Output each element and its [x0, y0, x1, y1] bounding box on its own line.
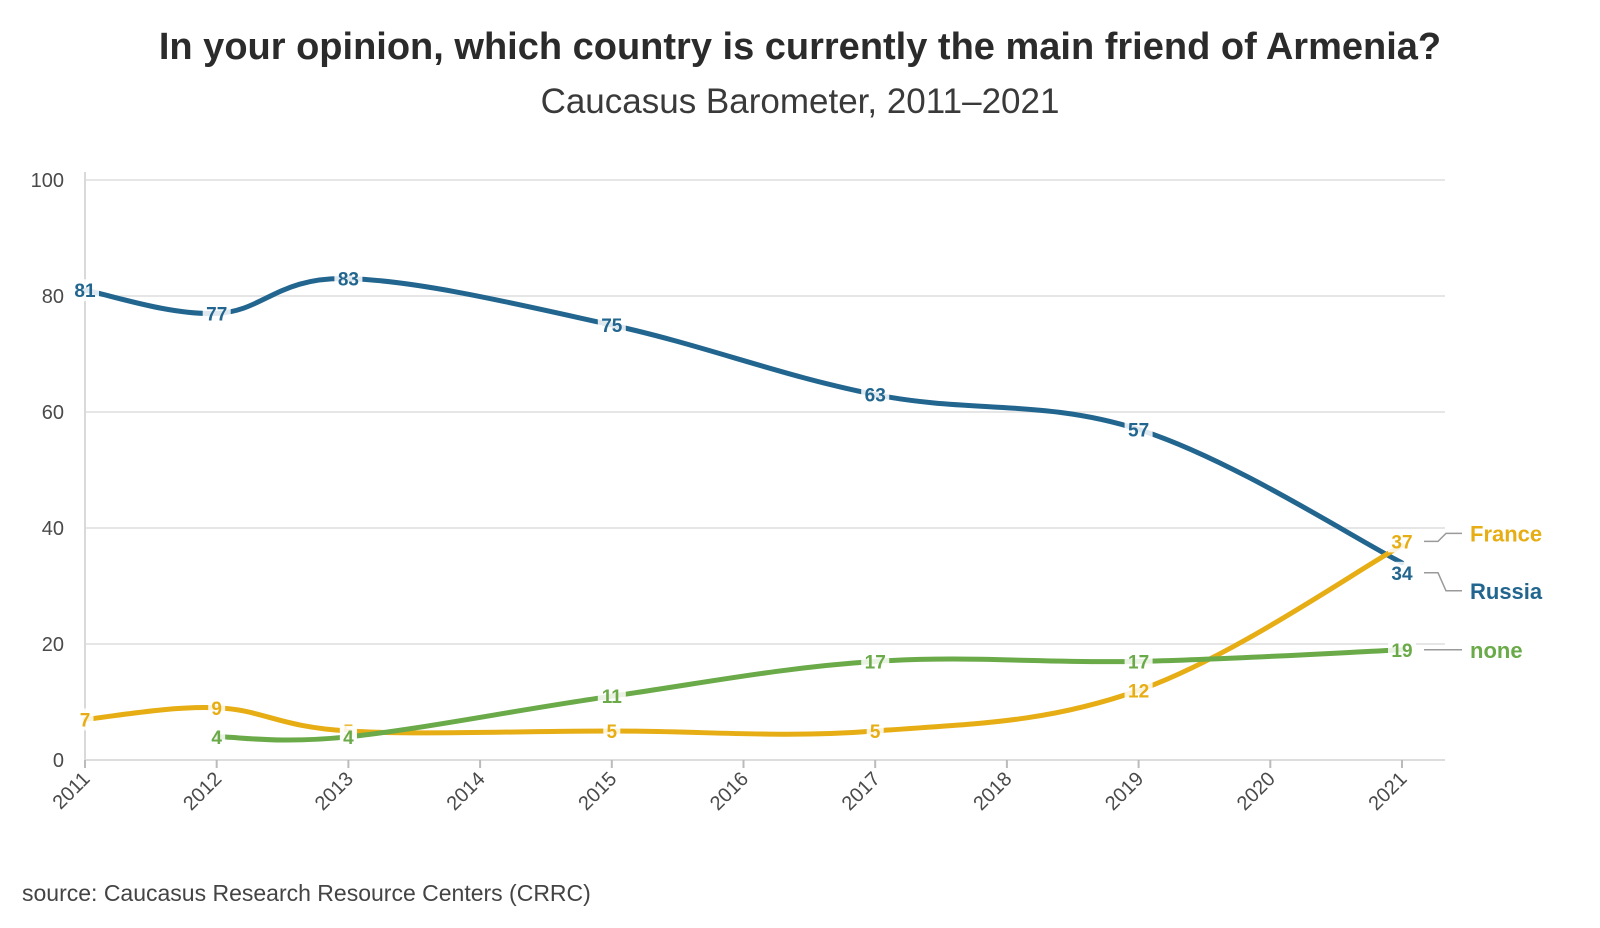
x-tick-label: 2015 [574, 768, 621, 815]
data-label-bg [208, 696, 226, 719]
data-labels: 817783756357347955512374411171719 [71, 267, 1416, 749]
data-label: 4 [343, 728, 354, 749]
series-label-connector [1424, 572, 1462, 592]
data-label: 63 [865, 386, 886, 407]
x-tick-label: 2013 [311, 768, 358, 815]
x-tick-label: 2019 [1101, 768, 1148, 815]
y-tick-label: 40 [42, 518, 64, 540]
axes: 0 20 40 60 80 100 2011 2012 2013 2014 2015 2016 2017… [31, 170, 1445, 815]
series-line-france [82, 542, 1405, 737]
data-label-bg [861, 383, 890, 406]
series-labels: Russia France none [1424, 521, 1543, 663]
data-label: 17 [1128, 652, 1149, 673]
data-label: 75 [601, 316, 623, 337]
data-label: 83 [338, 270, 359, 291]
x-tick-label: 2017 [838, 768, 885, 815]
data-label: 17 [865, 652, 886, 673]
data-label: 5 [870, 722, 881, 743]
data-label-bg [861, 650, 890, 673]
data-label: 5 [607, 722, 618, 743]
chart-subtitle: Caucasus Barometer, 2011–2021 [540, 82, 1060, 121]
y-tick-label: 0 [53, 750, 64, 772]
series-label-france: France [1470, 521, 1542, 546]
data-label-bg [1388, 530, 1416, 553]
series-lines [82, 276, 1405, 743]
data-label: 77 [206, 304, 227, 325]
y-tick-label: 80 [42, 286, 64, 308]
data-label-bg [339, 725, 357, 748]
series-label-none: none [1470, 638, 1523, 663]
data-label-bg [1124, 650, 1153, 673]
data-label: 11 [602, 687, 623, 708]
data-label-bg [202, 302, 231, 325]
data-label: 57 [1128, 420, 1149, 441]
y-tick-label: 60 [42, 402, 64, 424]
data-label-bg [603, 720, 621, 742]
data-label-bg [597, 314, 626, 336]
data-label-bg [71, 279, 99, 302]
data-label-bg [208, 725, 226, 748]
chart-title: In your opinion, which country is curren… [158, 26, 1442, 68]
data-label-bg [1124, 679, 1153, 702]
series-line-russia [82, 276, 1405, 566]
series-label-connector [1424, 532, 1462, 543]
data-label: 37 [1391, 532, 1412, 553]
data-label: 81 [74, 281, 96, 302]
x-tick-label: 2018 [969, 768, 1016, 815]
data-label-bg [76, 708, 94, 731]
data-label-bg [1388, 561, 1416, 584]
data-label: 9 [211, 699, 222, 720]
data-label: 19 [1391, 641, 1412, 662]
x-tick-label: 2021 [1365, 768, 1412, 815]
data-label-bg [1124, 418, 1153, 441]
series-line-none [214, 647, 1405, 743]
y-tick-label: 20 [42, 634, 64, 656]
x-tick-label: 2016 [706, 768, 753, 815]
data-label-bg [597, 685, 626, 708]
x-tick-label: 2014 [443, 768, 490, 815]
gridlines [85, 179, 1445, 645]
x-tick-label: 2020 [1233, 768, 1280, 815]
y-tick-label: 100 [31, 170, 64, 192]
series-label-russia: Russia [1470, 579, 1543, 604]
data-label-bg [866, 720, 884, 742]
x-tick-label: 2012 [179, 768, 226, 815]
data-label: 4 [211, 728, 222, 749]
x-tick-label: 2011 [49, 768, 95, 814]
data-label: 7 [80, 710, 91, 731]
data-label: 34 [1391, 564, 1413, 585]
data-label-bg [334, 267, 363, 290]
data-label-bg [1388, 638, 1416, 661]
source-note: source: Caucasus Research Resource Cente… [22, 880, 591, 906]
data-label: 12 [1128, 681, 1149, 702]
